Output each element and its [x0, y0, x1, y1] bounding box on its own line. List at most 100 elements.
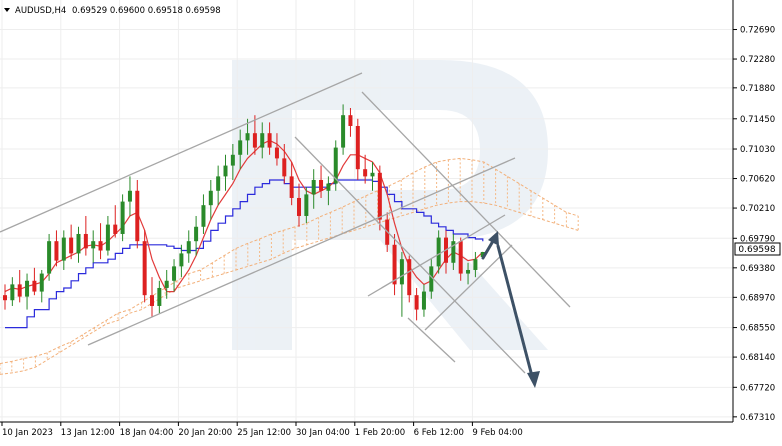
- candle: [61, 230, 66, 270]
- candle: [348, 107, 353, 137]
- candle-body: [47, 241, 52, 274]
- candle-body: [164, 280, 169, 288]
- candle-body: [105, 224, 110, 251]
- current-price-tag: 0.69598: [734, 242, 781, 256]
- candle-body: [274, 147, 279, 159]
- candle-body: [201, 205, 206, 227]
- candle: [458, 237, 463, 281]
- candle-body: [83, 233, 88, 249]
- price-tick-label: 0.67720: [740, 383, 775, 393]
- price-tick-label: 0.72690: [740, 26, 775, 36]
- time-tick-label: 20 Jan 20:00: [178, 428, 232, 438]
- candle: [282, 143, 287, 184]
- candle-body: [120, 201, 125, 234]
- candle-body: [135, 190, 140, 242]
- price-tick-label: 0.69790: [740, 234, 775, 244]
- candle: [3, 284, 7, 310]
- candle: [436, 230, 441, 274]
- forecast-arrow-up-head: [488, 231, 499, 246]
- candle-body: [480, 251, 485, 258]
- candle: [83, 215, 88, 256]
- candle: [17, 269, 22, 303]
- wedge-lower-line[interactable]: [424, 244, 513, 331]
- price-tick-label: 0.72280: [740, 55, 775, 65]
- candle-body: [216, 176, 221, 191]
- candle: [32, 267, 37, 296]
- time-tick-label: 6 Feb 12:00: [414, 428, 464, 438]
- candle-body: [39, 273, 44, 292]
- price-tick-label: 0.70620: [740, 175, 775, 185]
- candle: [135, 179, 140, 249]
- candle: [201, 194, 206, 234]
- candle-body: [91, 241, 96, 249]
- candle: [333, 140, 338, 191]
- candle: [392, 233, 397, 296]
- candle: [186, 230, 191, 263]
- candle: [311, 169, 316, 209]
- candle: [230, 143, 235, 180]
- candle: [157, 280, 162, 314]
- candle-body: [69, 237, 74, 254]
- candle: [274, 133, 279, 166]
- candle: [150, 277, 154, 317]
- candle-body: [466, 269, 471, 274]
- candle: [39, 269, 44, 303]
- forecast-arrow-down-line[interactable]: [496, 244, 535, 382]
- wedge-upper-line[interactable]: [367, 214, 506, 297]
- candle-body: [363, 169, 368, 177]
- candle: [120, 194, 125, 242]
- candle-body: [98, 241, 103, 251]
- candle: [341, 104, 346, 155]
- candle-body: [223, 165, 228, 177]
- wedge-extension-line[interactable]: [407, 317, 456, 363]
- ascending-channel-upper[interactable]: [0, 72, 363, 233]
- candle: [216, 165, 221, 206]
- candle-body: [113, 224, 118, 234]
- candle: [98, 223, 103, 260]
- descending-channel-lower[interactable]: [294, 136, 526, 374]
- candle-body: [208, 190, 213, 206]
- candle: [105, 215, 110, 256]
- forecast-arrows: [481, 231, 540, 388]
- candle-body: [186, 241, 191, 254]
- candle-body: [333, 147, 338, 184]
- time-tick-label: 10 Jan 2023: [2, 428, 53, 438]
- candle: [142, 230, 147, 303]
- candle-body: [260, 133, 265, 148]
- candle: [208, 179, 213, 220]
- candle-body: [10, 284, 15, 301]
- candle: [326, 176, 331, 206]
- candle-body: [304, 194, 309, 216]
- price-tick-label: 0.69380: [740, 264, 775, 274]
- candle: [127, 176, 132, 216]
- candle-body: [25, 280, 30, 297]
- ascending-channel-lower[interactable]: [87, 157, 516, 346]
- candle: [47, 233, 52, 281]
- candle-body: [54, 241, 59, 261]
- senkou-span-b: [0, 201, 579, 375]
- descending-channel-upper[interactable]: [361, 91, 571, 308]
- candle: [377, 165, 382, 231]
- candle: [10, 277, 15, 306]
- candle-body: [436, 237, 441, 267]
- candle-body: [238, 140, 243, 155]
- candle-body: [311, 179, 316, 195]
- candle: [355, 118, 360, 180]
- candle-body: [355, 125, 360, 170]
- candle: [429, 259, 434, 299]
- current-price-label: 0.69598: [738, 245, 775, 255]
- candle-body: [297, 197, 301, 216]
- candle-body: [150, 295, 154, 306]
- candle-body: [289, 176, 294, 198]
- candle: [363, 154, 368, 184]
- price-tick-label: 0.68140: [740, 353, 775, 363]
- candle-body: [252, 133, 257, 148]
- candle: [69, 224, 74, 260]
- candle-body: [392, 244, 397, 285]
- candle: [252, 115, 257, 155]
- triangle-down-icon[interactable]: [4, 8, 10, 12]
- price-tick-label: 0.67310: [740, 413, 775, 423]
- price-tick-label: 0.68970: [740, 293, 775, 303]
- candle-body: [32, 280, 37, 292]
